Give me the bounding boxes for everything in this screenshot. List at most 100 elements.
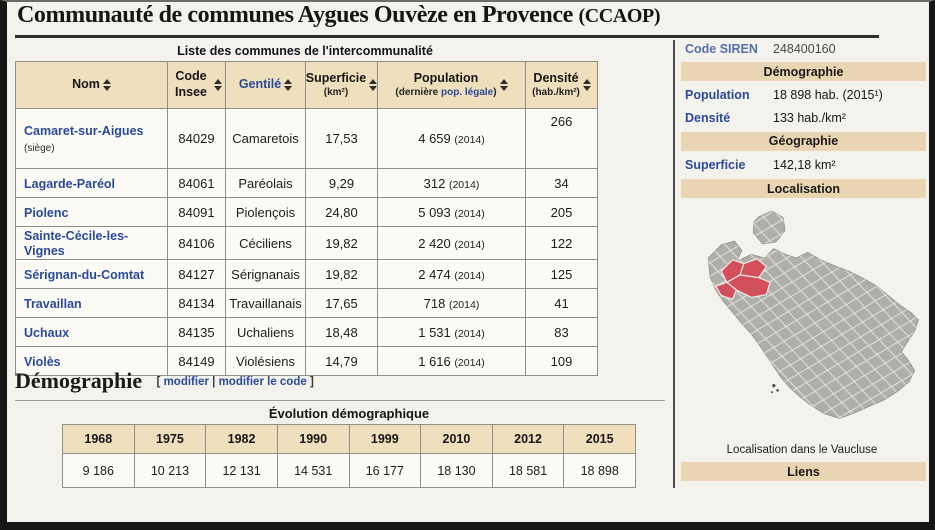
commune-name-cell: Uchaux	[15, 317, 168, 347]
commune-link[interactable]: Travaillan	[24, 296, 82, 311]
siren-row: Code SIREN 248400160	[675, 40, 929, 59]
infobox-section-liens: Liens	[681, 462, 926, 481]
gentile-cell: Sérignanais	[225, 259, 306, 289]
densite-cell: 205	[525, 197, 598, 227]
evolution-year: 1990	[276, 424, 350, 454]
commune-link[interactable]: Violès	[24, 354, 61, 369]
insee-cell: 84149	[167, 346, 226, 376]
population-cell: 1 616 (2014)	[377, 346, 526, 376]
evolution-year: 1982	[205, 424, 278, 454]
commune-row: Violès 84149 Violésiens 14,79 1 616 (2014) 10…	[15, 346, 598, 376]
evolution-caption: Évolution démographique	[268, 406, 430, 421]
column-header-gentil-[interactable]: Gentilé	[225, 61, 306, 109]
superficie-label-link[interactable]: Superficie	[685, 157, 746, 172]
superficie-cell: 9,29	[305, 168, 378, 198]
commune-name-cell: Piolenc	[15, 197, 168, 227]
page-title: Communauté de communes Aygues Ouvèze en …	[17, 2, 660, 29]
commune-link[interactable]: Lagarde-Paréol	[24, 176, 116, 191]
sort-icon[interactable]	[214, 79, 222, 91]
commune-row: Sainte-Cécile-les-Vignes 84106 Céciliens 19…	[15, 226, 598, 260]
gentile-cell: Uchaliens	[225, 317, 306, 347]
scan-specks	[770, 383, 779, 394]
infobox: Code SIREN 248400160 Démographie Populat…	[673, 40, 929, 488]
insee-cell: 84135	[167, 317, 226, 347]
population-year: (2014)	[454, 207, 485, 220]
superficie-cell: 17,65	[305, 288, 378, 318]
column-header-superficie[interactable]: Superficie (km²)	[305, 61, 378, 109]
superficie-row: Superficie 142,18 km²	[675, 154, 929, 176]
column-label: Densité	[533, 70, 579, 85]
gentile-cell: Céciliens	[225, 226, 306, 260]
densite-label-link[interactable]: Densité	[685, 110, 731, 125]
population-year: (2014)	[454, 269, 485, 282]
sort-icon[interactable]	[284, 79, 292, 91]
column-header-code-insee[interactable]: Code Insee	[167, 61, 226, 109]
evolution-years-row: 1968 1975 1982 1990 1999 2010 2012 2015	[62, 424, 636, 454]
edit-link[interactable]: modifier	[163, 376, 209, 388]
commune-link[interactable]: Piolenc	[24, 205, 69, 220]
commune-link[interactable]: Camaret-sur-Aigues	[24, 124, 144, 138]
superficie-cell: 19,82	[305, 259, 378, 289]
population-label-link[interactable]: Population	[685, 88, 750, 103]
column-header-population[interactable]: Population (dernière pop. légale)	[377, 61, 526, 109]
column-sublabel: (hab./km²)	[532, 86, 580, 98]
population-year: (2014)	[448, 178, 480, 191]
commune-link[interactable]: Sainte-Cécile-les-Vignes	[24, 229, 129, 258]
superficie-cell: 19,82	[305, 226, 378, 260]
densite-cell: 122	[525, 226, 598, 260]
evolution-population: 14 531	[276, 453, 350, 488]
column-header-densit-[interactable]: Densité (hab./km²)	[525, 61, 598, 109]
edit-links: [ modifier | modifier le code ]	[157, 376, 314, 388]
evolution-year: 2015	[563, 424, 636, 454]
page-title-text: Communauté de communes Aygues Ouvèze en …	[17, 2, 573, 28]
vaucluse-map[interactable]	[680, 201, 924, 442]
population-cell: 2 420 (2014)	[377, 226, 526, 260]
column-header-nom[interactable]: Nom	[15, 61, 168, 109]
sublabel-text: )	[493, 86, 497, 98]
evolution-population: 16 177	[348, 453, 422, 488]
title-underline	[15, 35, 879, 38]
infobox-section-geographie: Géographie	[681, 131, 926, 151]
siren-label-link[interactable]: Code SIREN	[685, 42, 758, 56]
sort-icon[interactable]	[369, 79, 377, 91]
column-label: Gentilé	[238, 77, 282, 92]
column-sublabel: (km²)	[323, 86, 349, 98]
population-cell: 5 093 (2014)	[377, 197, 526, 227]
papal-enclave-shape	[752, 210, 786, 245]
column-label: Nom	[72, 77, 100, 92]
infobox-section-localisation: Localisation	[681, 179, 926, 198]
insee-cell: 84106	[167, 226, 226, 260]
evolution-table: 1968 1975 1982 1990 1999 2010 2012 2015 9 186 10…	[62, 424, 636, 488]
densite-cell: 109	[525, 346, 598, 376]
communes-table: Nom Code Insee Gentilé Superficie (km²) Popul…	[15, 61, 598, 376]
evolution-year: 1999	[348, 424, 422, 454]
population-row: Population 18 898 hab. (2015¹)	[675, 84, 929, 106]
sort-icon[interactable]	[103, 79, 111, 91]
commune-link[interactable]: Uchaux	[24, 325, 70, 340]
sort-icon[interactable]	[583, 79, 591, 91]
insee-cell: 84134	[167, 288, 226, 318]
pipe-separator: |	[208, 376, 219, 388]
sort-icon[interactable]	[500, 79, 508, 91]
column-sublabel: (dernière pop. légale)	[395, 87, 496, 100]
pop-legale-link[interactable]: pop. légale	[441, 86, 494, 98]
evolution-year: 2010	[420, 424, 493, 454]
commune-name-cell: Travaillan	[15, 288, 168, 318]
commune-name-cell: Camaret-sur-Aigues (siège)	[15, 108, 168, 169]
commune-name-cell: Violès	[15, 346, 168, 376]
communes-header-row: Nom Code Insee Gentilé Superficie (km²) Popul…	[15, 61, 598, 109]
population-value: 18 898 hab. (2015¹)	[773, 88, 883, 103]
commune-row: Lagarde-Paréol 84061 Paréolais 9,29 312 (201…	[15, 168, 598, 198]
column-label: Population	[413, 70, 479, 85]
commune-link[interactable]: Sérignan-du-Comtat	[24, 267, 145, 282]
population-year: (2014)	[454, 238, 485, 251]
edit-source-link[interactable]: modifier le code	[218, 376, 307, 388]
densite-cell: 125	[525, 259, 598, 289]
densite-cell: 266	[525, 108, 598, 169]
population-cell: 4 659 (2014)	[377, 108, 526, 169]
population-year: (2014)	[454, 134, 485, 146]
gentile-cell: Camaretois	[225, 108, 306, 169]
gentile-cell: Paréolais	[225, 168, 306, 198]
evolution-year: 1968	[62, 424, 135, 454]
